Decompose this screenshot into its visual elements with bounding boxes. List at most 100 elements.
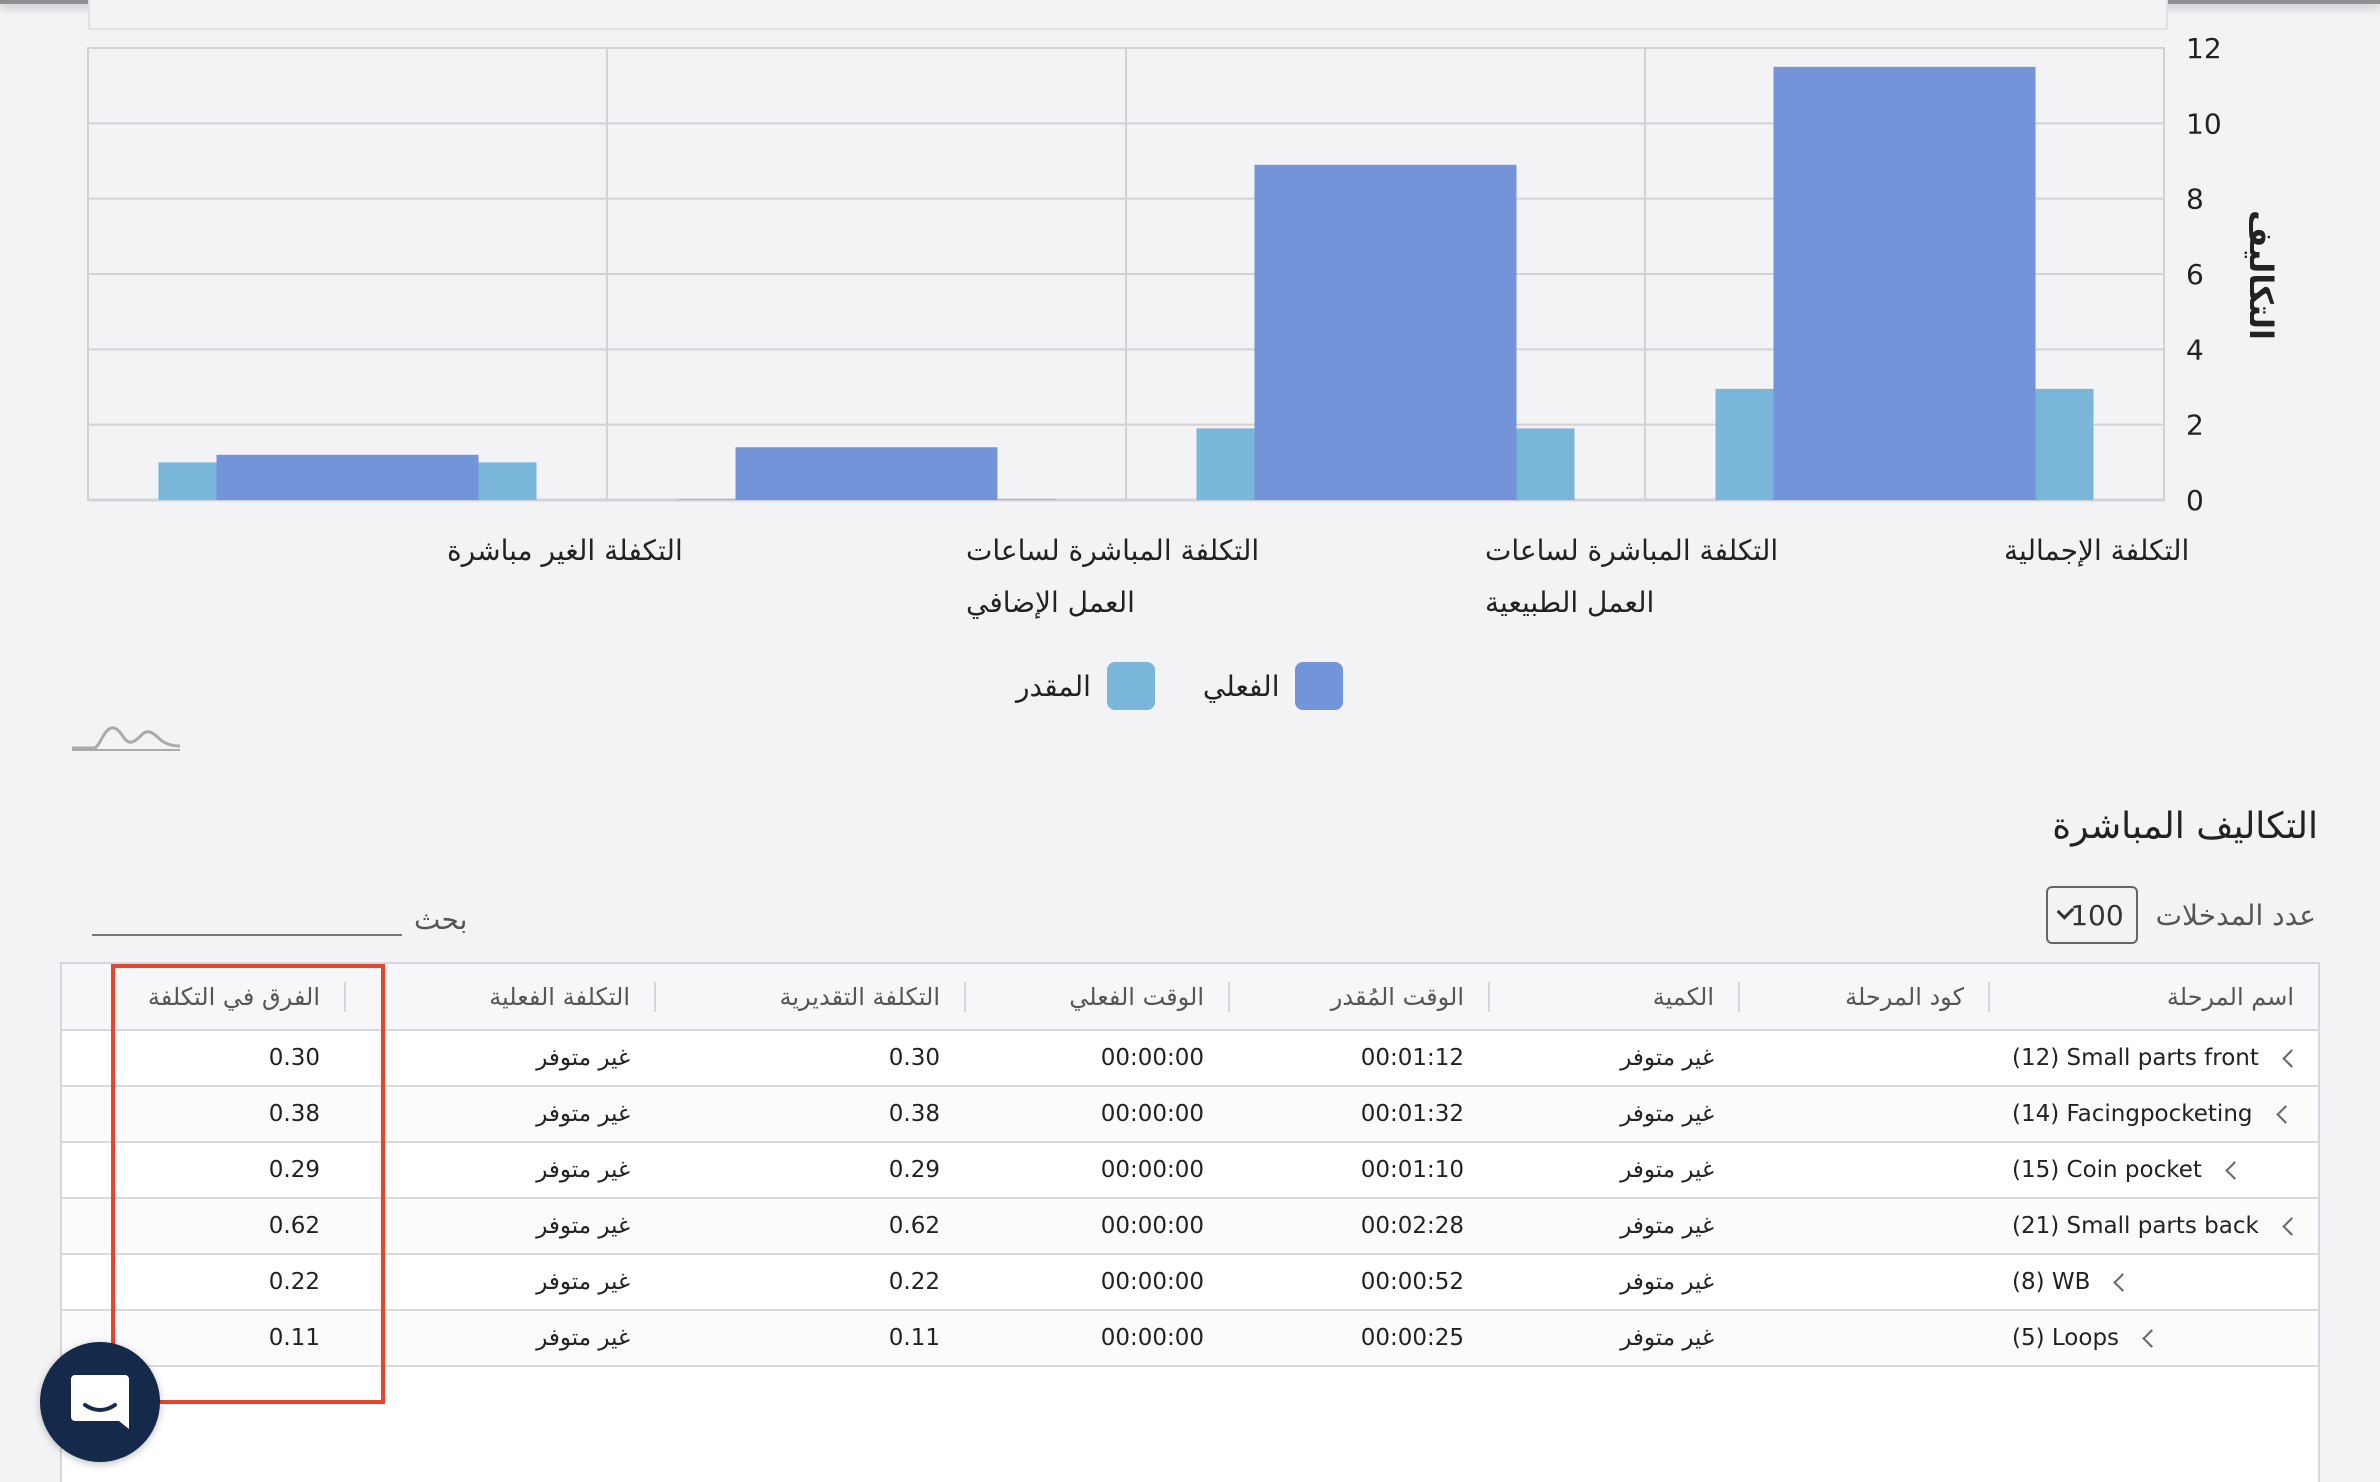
x-category-label: التكفلة الغير مباشرة	[447, 534, 683, 567]
stage-name-text: (14) Facingpocketing	[2012, 1101, 2253, 1127]
x-category-label: التكلفة المباشرة لساعات	[966, 534, 1259, 567]
table-row[interactable]: (8) WB غير متوفر 00:00:52 00:00:00 0.22 غير م…	[62, 1254, 2318, 1310]
x-category-label: العمل الطبيعية	[1485, 586, 1654, 619]
legend-item-estimated[interactable]: المقدر	[1016, 662, 1155, 710]
cell-est-time: 00:00:52	[1360, 1269, 1464, 1295]
table-row[interactable]: (5) Loops غير متوفر 00:00:25 00:00:00 0.11 غي…	[62, 1310, 2318, 1366]
th-actual-time[interactable]: الوقت الفعلي	[964, 964, 1228, 1031]
chevron-left-icon[interactable]	[2275, 1104, 2295, 1124]
x-category-label: التكلفة المباشرة لساعات	[1485, 534, 1778, 567]
cell-diff: 0.62	[268, 1213, 320, 1239]
bar-actual	[735, 447, 998, 500]
cell-qty: غير متوفر	[1620, 1325, 1714, 1351]
cell-code	[1738, 1310, 1988, 1366]
cell-act-cost: غير متوفر	[536, 1045, 630, 1071]
entries-value: 100	[2070, 898, 2124, 932]
chart-grid	[87, 47, 2165, 502]
cell-est-cost: 0.11	[888, 1325, 940, 1351]
th-cost-difference[interactable]: الفرق في التكلفة	[62, 964, 344, 1031]
stage-name-text: (21) Small parts back	[2012, 1213, 2259, 1239]
th-estimated-time[interactable]: الوقت المُقدر	[1228, 964, 1488, 1031]
stage-name-wrap: (5) Loops	[2012, 1325, 2302, 1351]
cell-code	[1738, 1254, 1988, 1310]
cell-qty: غير متوفر	[1620, 1101, 1714, 1127]
cell-act-cost: غير متوفر	[536, 1269, 630, 1295]
cell-act-cost: غير متوفر	[536, 1101, 630, 1127]
cell-diff: 0.11	[268, 1325, 320, 1351]
cell-est-cost: 0.29	[888, 1157, 940, 1183]
stage-name-wrap: (14) Facingpocketing	[2012, 1101, 2302, 1127]
cell-stage-name: (12) Small parts front	[1988, 1030, 2318, 1086]
legend-label-estimated: المقدر	[1016, 669, 1091, 703]
bar-actual	[1773, 66, 2036, 500]
chat-button[interactable]	[40, 1342, 160, 1462]
cell-act-time: 00:00:00	[1100, 1213, 1204, 1239]
chat-bubble-icon	[71, 1375, 129, 1429]
cell-est-time: 00:01:10	[1360, 1157, 1464, 1183]
cell-code	[1738, 1086, 1988, 1142]
th-quantity[interactable]: الكمية	[1488, 964, 1738, 1031]
cell-diff: 0.30	[268, 1045, 320, 1071]
chevron-left-icon[interactable]	[2282, 1048, 2301, 1068]
table-header-row: اسم المرحلة كود المرحلة الكمية الوقت الم…	[62, 964, 2318, 1031]
cost-chart: 0 2 4 6 8 10 12 التكلفة الإجمالية التكلفة المبا…	[87, 32, 2280, 619]
table-row[interactable]: (21) Small parts back غير متوفر 00:02:28 00…	[62, 1198, 2318, 1254]
th-actual-cost[interactable]: التكلفة الفعلية	[344, 964, 654, 1031]
cell-est-time: 00:01:12	[1360, 1045, 1464, 1071]
cell-qty: غير متوفر	[1620, 1045, 1714, 1071]
legend-label-actual: الفعلي	[1202, 669, 1280, 703]
y-axis-label: التكاليف	[2242, 210, 2280, 340]
y-tick-label: 10	[2186, 107, 2222, 140]
legend-swatch-actual	[1295, 662, 1344, 710]
entries-label: عدد المدخلات	[2155, 898, 2316, 932]
stage-name-text: (5) Loops	[2012, 1325, 2120, 1351]
cell-stage-name: (21) Small parts back	[1988, 1198, 2318, 1254]
cell-stage-name: (5) Loops	[1988, 1310, 2318, 1366]
cell-act-time: 00:00:00	[1100, 1045, 1204, 1071]
cell-diff: 0.22	[268, 1269, 320, 1295]
cell-est-time: 00:00:25	[1360, 1325, 1464, 1351]
entries-select[interactable]: 100	[2045, 886, 2138, 944]
stage-name-wrap: (21) Small parts back	[2012, 1213, 2302, 1239]
highlight-box	[111, 964, 385, 1404]
chevron-left-icon[interactable]	[2225, 1160, 2244, 1180]
y-tick-label: 2	[2186, 409, 2204, 442]
direct-costs-table: اسم المرحلة كود المرحلة الكمية الوقت الم…	[60, 962, 2320, 1482]
cell-qty: غير متوفر	[1620, 1269, 1714, 1295]
cell-stage-name: (8) WB	[1988, 1254, 2318, 1310]
bar-actual	[216, 454, 479, 500]
chevron-left-icon[interactable]	[2282, 1216, 2301, 1236]
cell-est-cost: 0.30	[888, 1045, 940, 1071]
cell-act-time: 00:00:00	[1100, 1269, 1204, 1295]
stage-name-wrap: (12) Small parts front	[2012, 1045, 2302, 1071]
stage-name-wrap: (8) WB	[2012, 1269, 2302, 1295]
search-label: بحث	[414, 903, 468, 936]
th-stage-name[interactable]: اسم المرحلة	[1988, 964, 2318, 1031]
chart-bars	[158, 66, 2094, 500]
cell-qty: غير متوفر	[1620, 1213, 1714, 1239]
y-tick-label: 8	[2186, 183, 2204, 216]
bar-actual	[1254, 164, 1517, 500]
chevron-left-icon[interactable]	[2142, 1328, 2161, 1348]
table-row[interactable]: (12) Small parts front غير متوفر 00:01:12 0…	[62, 1030, 2318, 1086]
cell-est-time: 00:02:28	[1360, 1213, 1464, 1239]
cell-est-time: 00:01:32	[1360, 1101, 1464, 1127]
search-input[interactable]	[92, 892, 402, 936]
y-tick-label: 12	[2186, 32, 2222, 65]
table-row[interactable]: (14) Facingpocketing غير متوفر 00:01:32 00:…	[62, 1086, 2318, 1142]
table-row[interactable]: (15) Coin pocket غير متوفر 00:01:10 00:00:0…	[62, 1142, 2318, 1198]
cell-act-time: 00:00:00	[1100, 1101, 1204, 1127]
cell-est-cost: 0.62	[888, 1213, 940, 1239]
cell-code	[1738, 1198, 1988, 1254]
legend-item-actual[interactable]: الفعلي	[1203, 662, 1344, 710]
stage-name-text: (8) WB	[2012, 1269, 2091, 1295]
cell-act-cost: غير متوفر	[536, 1325, 630, 1351]
cell-qty: غير متوفر	[1620, 1157, 1714, 1183]
legend-swatch-estimated	[1106, 662, 1155, 710]
th-stage-code[interactable]: كود المرحلة	[1738, 964, 1988, 1031]
cell-est-cost: 0.22	[888, 1269, 940, 1295]
section-title: التكاليف المباشرة	[2052, 806, 2318, 847]
chevron-left-icon[interactable]	[2113, 1272, 2133, 1292]
th-estimated-cost[interactable]: التكلفة التقديرية	[654, 964, 964, 1031]
y-tick-label: 0	[2186, 484, 2204, 517]
